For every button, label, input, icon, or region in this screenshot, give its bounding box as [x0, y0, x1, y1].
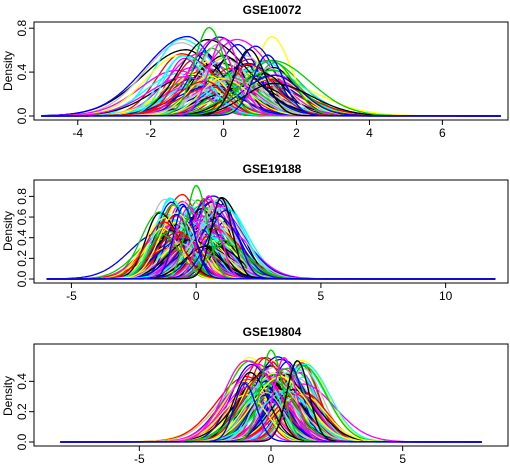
density-curves: [46, 184, 496, 280]
x-tick-label: 10: [439, 289, 453, 303]
x-tick-label: 6: [439, 126, 446, 140]
panel-title: GSE10072: [243, 3, 302, 17]
x-tick-label: -2: [145, 126, 156, 140]
x-tick-label: 0: [193, 289, 200, 303]
density-curve: [60, 382, 482, 443]
density-curve: [46, 213, 496, 280]
y-axis: 0.0 0.2 0.4: [15, 373, 34, 450]
density-curve: [41, 54, 501, 117]
x-tick-label: 5: [399, 452, 406, 466]
panel-gse19804: GSE19804 -5 0 5 0.0 0.2 0.4 Density: [1, 325, 509, 466]
y-axis-title: Density: [1, 376, 15, 416]
y-tick-label: 0.2: [15, 250, 29, 267]
y-tick-label: 0.6: [15, 208, 29, 225]
y-tick-label: 0.4: [15, 229, 29, 246]
y-axis: 0.0 0.4 0.8: [15, 20, 34, 124]
x-tick-label: 0: [268, 452, 275, 466]
y-tick-label: 0.4: [15, 373, 29, 390]
panel-gse19188: GSE19188 -5 0 5 10 0.0 0.2 0.4 0.6 0.8 Density: [1, 162, 509, 303]
x-tick-label: 2: [293, 126, 300, 140]
panel-title: GSE19188: [243, 162, 302, 176]
y-tick-label: 0.0: [15, 107, 29, 124]
x-tick-label: -5: [134, 452, 145, 466]
plot-frame: [33, 21, 509, 121]
y-tick-label: 0.8: [15, 188, 29, 205]
y-tick-label: 0.2: [15, 403, 29, 420]
x-axis: -4-202468: [72, 120, 446, 140]
y-tick-label: 0.0: [15, 270, 29, 287]
y-tick-label: 0.0: [15, 433, 29, 450]
x-tick-label: 0: [220, 126, 227, 140]
y-axis-title: Density: [1, 211, 15, 251]
y-tick-label: 0.4: [15, 63, 29, 80]
density-curves: [41, 26, 501, 117]
x-tick-label: -4: [72, 126, 83, 140]
panel-title: GSE19804: [243, 325, 302, 339]
y-axis-title: Density: [1, 51, 15, 91]
x-tick-label: -5: [66, 289, 77, 303]
y-axis: 0.0 0.2 0.4 0.6 0.8: [15, 188, 34, 287]
x-tick-label: 4: [366, 126, 373, 140]
y-tick-label: 0.8: [15, 20, 29, 37]
density-curve: [46, 205, 496, 280]
x-tick-label: 5: [318, 289, 325, 303]
density-curves: [60, 349, 482, 443]
panel-gse10072: GSE10072 -4-202468 0.00.40.8 Density: [1, 3, 509, 140]
plot-frame: [33, 179, 509, 284]
x-axis: -5 0 5: [134, 446, 406, 466]
x-axis: -5 0 5 10: [66, 283, 453, 303]
